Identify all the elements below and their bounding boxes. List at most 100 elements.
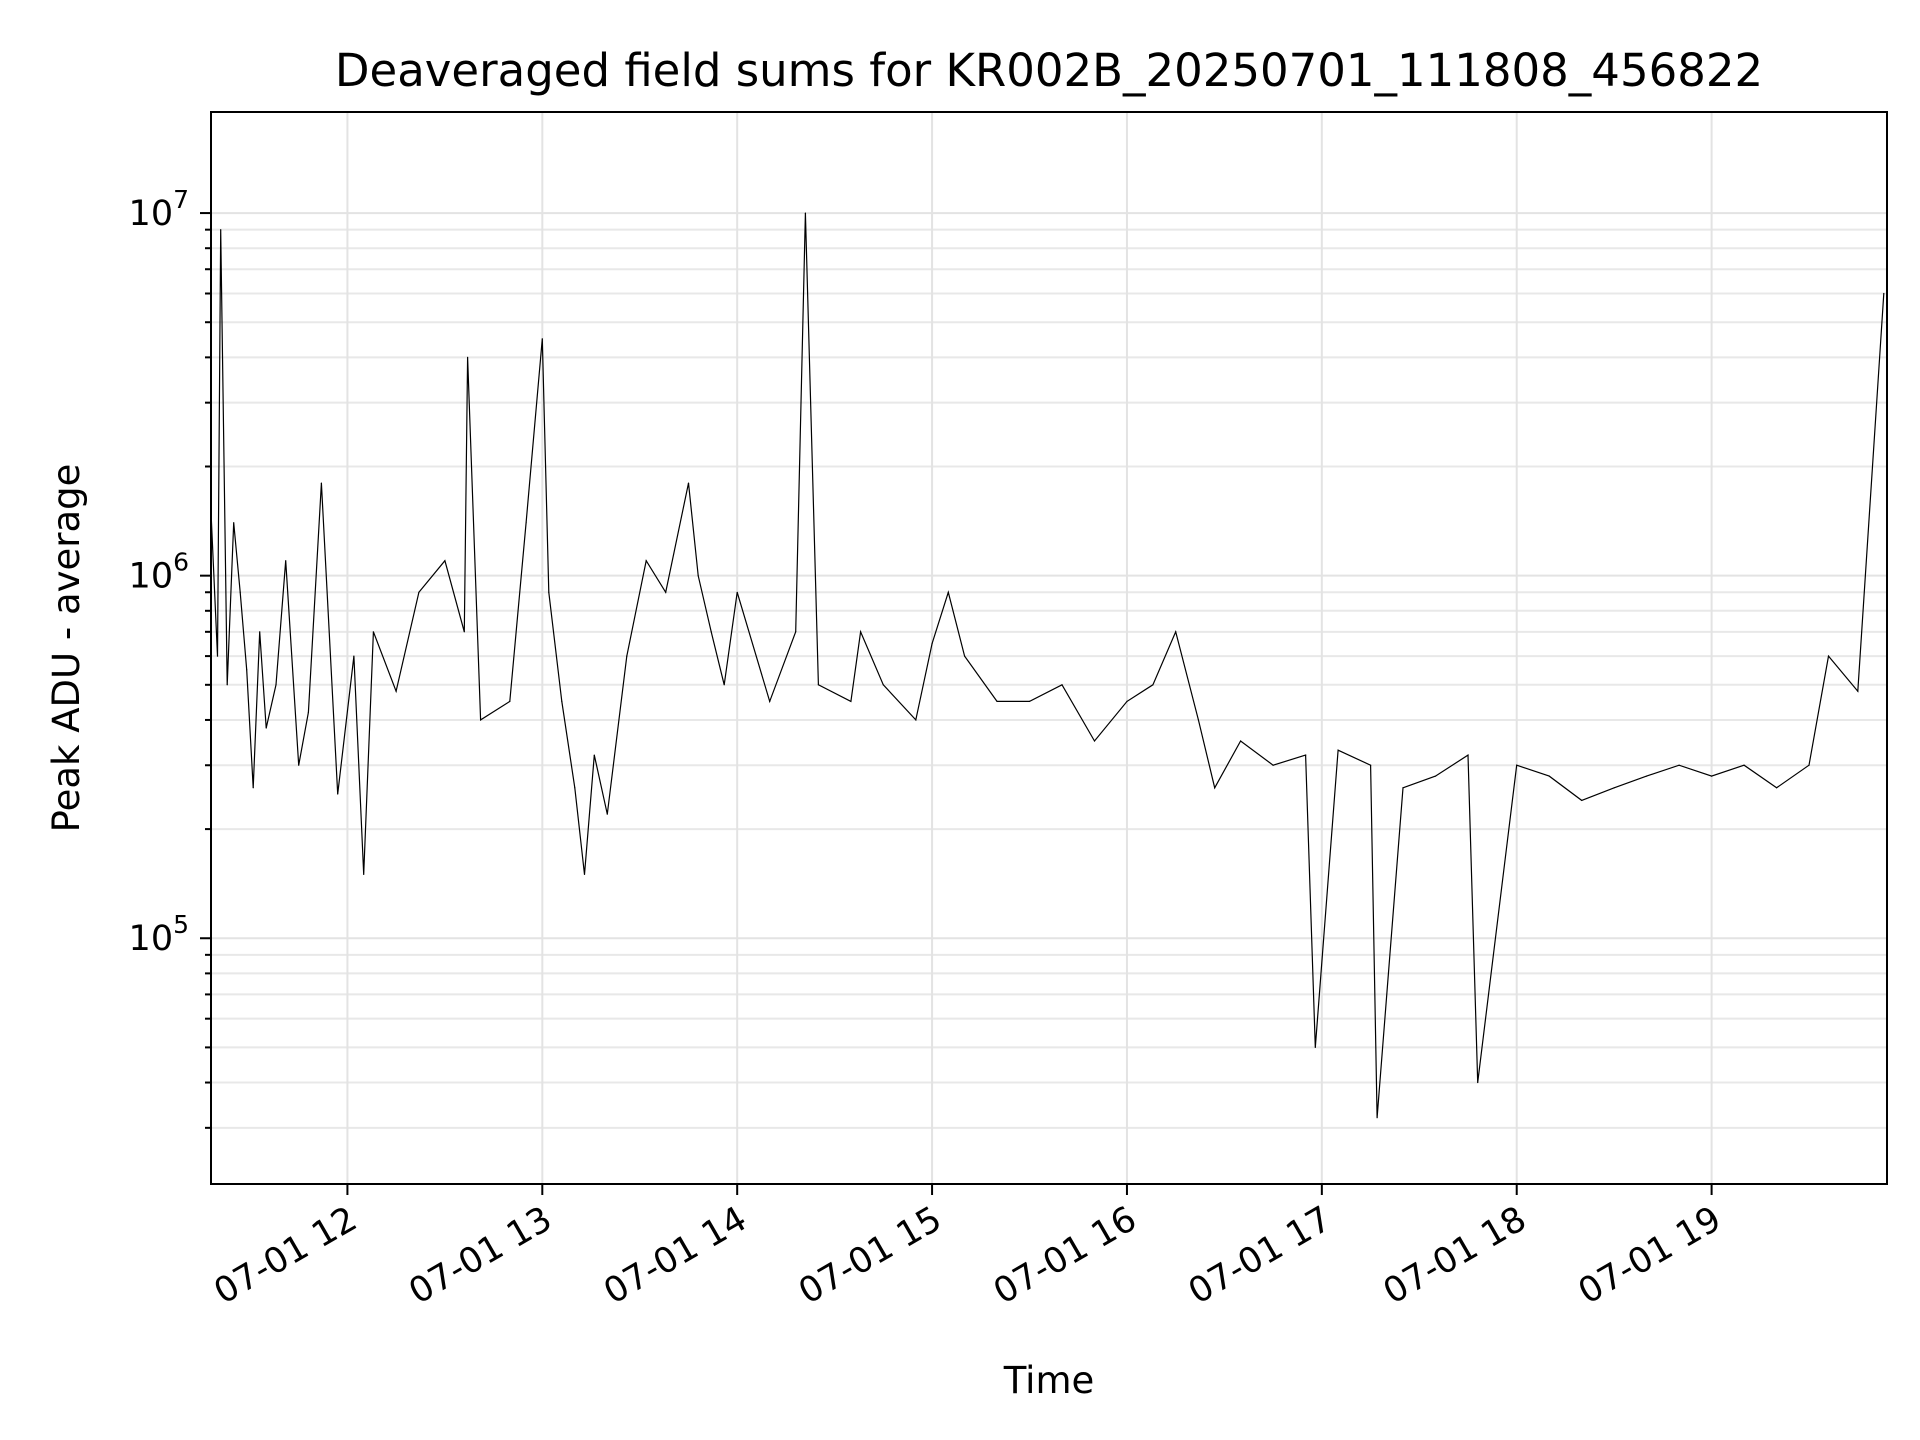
- data-point: [265, 727, 267, 729]
- data-point: [1175, 631, 1177, 633]
- data-point: [1272, 764, 1274, 766]
- data-point: [817, 684, 820, 686]
- data-point: [882, 684, 884, 686]
- data-point: [1305, 754, 1307, 756]
- y-tick-label: 106: [129, 548, 189, 597]
- data-point: [275, 684, 277, 686]
- data-point: [509, 700, 511, 703]
- data-point: [307, 711, 309, 713]
- data-point: [1477, 1081, 1479, 1084]
- data-point: [1711, 775, 1713, 777]
- x-axis-label: Time: [1003, 1359, 1095, 1402]
- data-point: [246, 669, 248, 671]
- data-point: [220, 229, 222, 231]
- data-point: [1776, 787, 1778, 789]
- y-tick-label: 107: [129, 185, 189, 234]
- data-point: [463, 631, 465, 633]
- data-point: [259, 631, 261, 633]
- data-point: [626, 655, 628, 657]
- series-layer: [211, 212, 1885, 1119]
- data-point: [444, 560, 446, 562]
- data-point: [1197, 719, 1199, 721]
- data-point: [285, 560, 287, 562]
- data-point: [548, 591, 550, 593]
- data-point: [233, 522, 235, 524]
- data-point: [1857, 690, 1859, 692]
- data-point: [723, 684, 725, 686]
- data-point: [606, 813, 608, 815]
- data-point: [353, 655, 355, 657]
- data-point: [239, 591, 241, 593]
- x-tick-label: 07-01 18: [1377, 1199, 1533, 1312]
- data-point: [216, 655, 219, 657]
- data-point: [1376, 1117, 1378, 1119]
- data-point: [1061, 684, 1063, 686]
- data-point: [795, 631, 797, 633]
- data-point: [996, 700, 998, 703]
- data-point: [1613, 787, 1615, 789]
- data-point: [363, 873, 365, 876]
- data-point: [1126, 700, 1128, 703]
- data-point: [697, 575, 699, 577]
- data-point: [1883, 292, 1885, 295]
- data-point: [561, 700, 563, 703]
- data-point: [320, 482, 322, 484]
- data-point: [769, 700, 771, 703]
- data-point: [583, 873, 586, 876]
- data-point: [931, 642, 933, 645]
- data-point: [1581, 799, 1583, 802]
- data-point: [252, 787, 254, 789]
- data-point: [1240, 740, 1242, 742]
- data-point: [1402, 787, 1404, 789]
- data-point: [860, 631, 862, 633]
- data-point: [687, 482, 690, 484]
- data-point: [593, 754, 595, 756]
- x-tick-label: 07-01 12: [208, 1199, 364, 1312]
- data-point: [665, 591, 667, 593]
- data-point: [525, 522, 527, 524]
- x-tick-label: 07-01 19: [1572, 1199, 1728, 1312]
- minor-gridlines: [211, 228, 1887, 1129]
- data-point: [1516, 764, 1518, 766]
- data-point: [1152, 684, 1154, 686]
- data-point: [1467, 754, 1469, 756]
- data-point: [1646, 775, 1648, 777]
- data-point: [226, 684, 228, 686]
- data-point: [1548, 775, 1550, 777]
- x-tick-label: 07-01 15: [792, 1199, 948, 1312]
- major-gridlines: [211, 112, 1887, 1184]
- data-point: [480, 719, 482, 721]
- x-axis: 07-01 12 07-01 13 07-01 14 07-01 15 07-01 16…: [208, 1184, 1728, 1312]
- data-point: [850, 700, 852, 703]
- data-point: [1214, 787, 1216, 789]
- data-point: [915, 719, 917, 721]
- data-point: [337, 793, 339, 795]
- data-point: [1808, 764, 1810, 766]
- y-axis-label: Peak ADU - average: [45, 464, 88, 833]
- data-point: [1743, 764, 1745, 766]
- x-tick-label: 07-01 16: [987, 1199, 1143, 1312]
- data-point: [1370, 764, 1372, 766]
- data-point: [395, 690, 397, 692]
- data-point: [947, 591, 949, 593]
- data-point: [1314, 1046, 1316, 1048]
- data-point: [804, 212, 807, 214]
- x-tick-label: 07-01 17: [1182, 1199, 1338, 1312]
- data-point: [1827, 655, 1830, 657]
- x-tick-label: 07-01 14: [597, 1199, 753, 1312]
- data-point: [541, 338, 543, 340]
- data-point: [1678, 764, 1680, 766]
- x-tick-label: 07-01 13: [403, 1199, 559, 1312]
- data-point: [736, 591, 738, 593]
- data-point: [574, 787, 576, 789]
- data-point: [645, 560, 647, 562]
- data-point: [298, 764, 300, 766]
- data-point: [1434, 775, 1437, 777]
- data-point: [418, 591, 420, 593]
- plot-background: [211, 112, 1887, 1184]
- data-point: [964, 655, 966, 657]
- data-point: [372, 631, 374, 633]
- data-point: [1337, 749, 1339, 751]
- data-point: [467, 356, 469, 358]
